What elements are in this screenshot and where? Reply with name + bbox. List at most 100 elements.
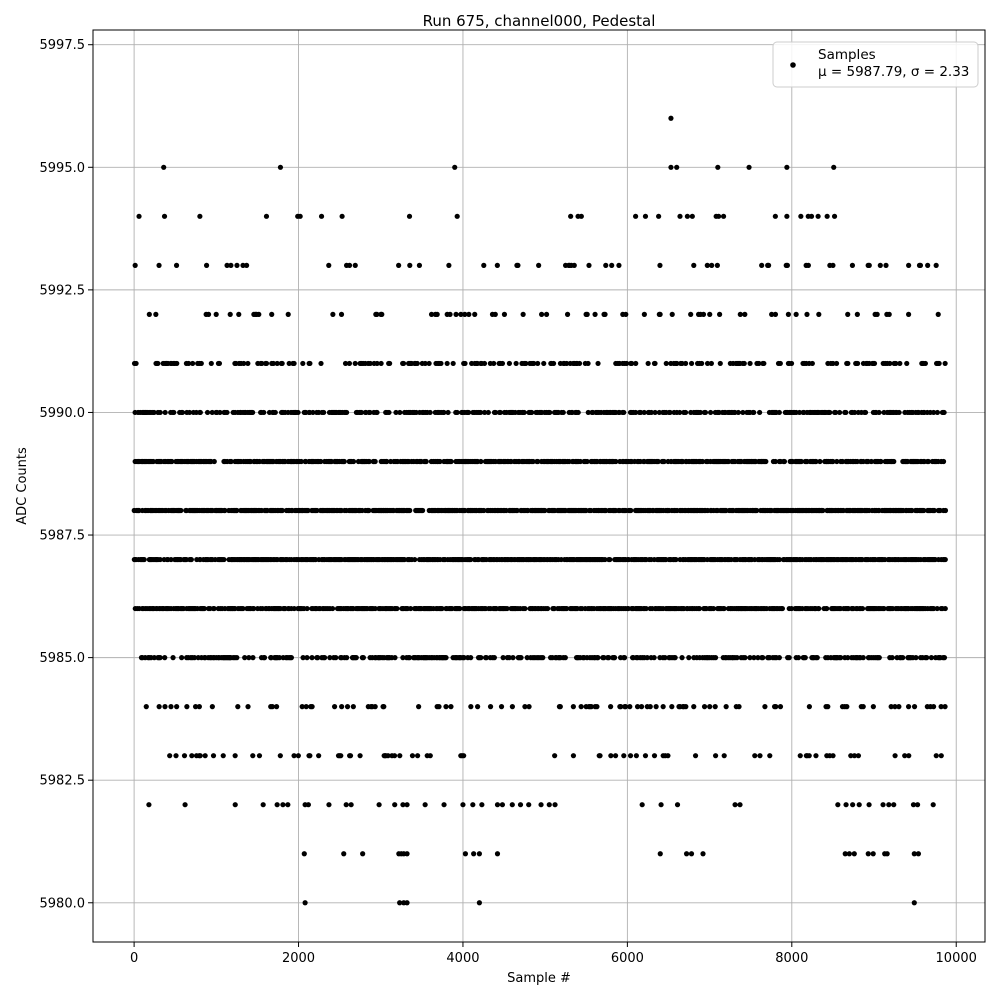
data-point (653, 704, 659, 710)
data-point (339, 213, 345, 219)
data-point (584, 311, 590, 317)
data-point (717, 311, 723, 317)
data-point (674, 802, 681, 808)
data-point (652, 409, 658, 416)
data-point (568, 213, 574, 219)
data-point (161, 164, 167, 170)
data-point (461, 655, 467, 661)
data-point (458, 311, 464, 317)
data-point (597, 753, 603, 759)
data-point (934, 409, 941, 416)
data-point (132, 262, 138, 268)
data-point (798, 213, 804, 219)
data-point (930, 704, 937, 710)
data-point (291, 360, 297, 367)
data-point (900, 655, 906, 661)
data-point (445, 409, 451, 416)
data-point (412, 556, 418, 563)
data-point (710, 605, 717, 612)
data-point (594, 704, 600, 710)
data-point (683, 851, 690, 857)
data-point (342, 360, 349, 367)
data-point (407, 507, 413, 514)
data-point (318, 213, 325, 219)
data-point (483, 655, 490, 661)
data-point (940, 458, 947, 465)
data-point (850, 802, 856, 808)
data-point (930, 409, 937, 416)
data-point (657, 851, 663, 857)
data-point (346, 262, 353, 268)
data-point (427, 409, 433, 416)
data-point (344, 655, 350, 661)
legend-box (772, 41, 979, 88)
data-point (779, 605, 785, 612)
y-tick-label: 5987.5 (40, 529, 86, 544)
data-point (754, 507, 760, 514)
data-point (434, 311, 440, 317)
data-point (491, 655, 497, 661)
data-point (341, 458, 347, 465)
data-point (179, 655, 185, 661)
x-tick-label: 6000 (611, 951, 644, 966)
data-point (870, 704, 876, 710)
data-point (627, 704, 633, 710)
data-point (416, 704, 422, 710)
data-point (298, 458, 304, 465)
data-point (416, 262, 423, 268)
data-point (205, 311, 212, 317)
data-point (153, 311, 159, 317)
data-point (196, 704, 202, 710)
data-point (514, 507, 520, 514)
data-point (562, 655, 568, 661)
data-point (261, 409, 267, 416)
data-point (830, 753, 836, 759)
data-point (737, 311, 743, 317)
data-point (171, 409, 177, 416)
data-point (621, 753, 627, 759)
data-point (504, 605, 510, 612)
data-point (837, 409, 843, 416)
data-point (732, 802, 738, 808)
data-point (905, 704, 912, 710)
data-point (305, 507, 311, 514)
data-point (692, 753, 699, 759)
data-point (521, 409, 527, 416)
data-point (648, 409, 654, 416)
data-point (552, 753, 558, 759)
data-point (763, 458, 769, 465)
data-point (911, 900, 917, 906)
data-point (209, 704, 215, 710)
data-point (621, 409, 627, 416)
data-point (272, 409, 278, 416)
data-point (174, 360, 180, 367)
data-point (400, 655, 406, 661)
data-point (691, 704, 697, 710)
data-point (830, 262, 836, 268)
data-point (938, 704, 944, 710)
data-point (378, 360, 384, 367)
data-point (707, 409, 714, 416)
data-point (240, 605, 246, 612)
data-point (852, 409, 858, 416)
data-point (360, 655, 366, 661)
data-point (721, 753, 727, 759)
data-point (506, 360, 513, 367)
data-point (202, 753, 208, 759)
data-point (150, 458, 156, 465)
data-point (487, 704, 494, 710)
data-point (179, 409, 186, 416)
data-point (315, 655, 321, 661)
legend-marker (790, 62, 796, 68)
data-point (261, 655, 268, 661)
data-point (318, 360, 324, 367)
data-point (767, 753, 773, 759)
data-point (788, 605, 795, 612)
data-point (815, 213, 821, 219)
data-point (400, 802, 406, 808)
data-point (406, 655, 413, 661)
y-axis-label: ADC Counts (15, 447, 30, 525)
data-point (755, 655, 761, 661)
y-tick-label: 5997.5 (40, 38, 86, 53)
data-point (170, 655, 176, 661)
